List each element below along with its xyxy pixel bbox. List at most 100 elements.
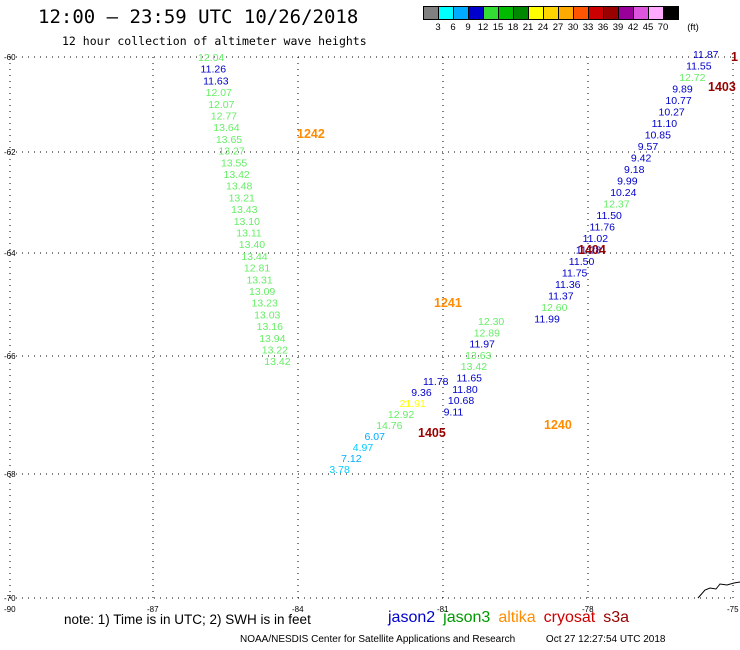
wave-height-value: 13.21 [229,192,255,204]
axis-ticks: -60 -62 -64 -66 -68 -70 -90 -87 -84 -81 -78 -75 [4,53,739,614]
lat-tick-label: -68 [4,470,16,479]
wave-height-value: 21.91 [400,398,426,410]
wave-height-value: 14.76 [376,420,402,432]
lat-tick-label: -64 [4,249,16,258]
pass-label: 1403 [708,80,736,94]
wave-height-value: 6.07 [365,431,386,443]
track-1404: 11.8711.5512.729.8910.7710.2711.1010.859… [534,49,718,326]
color-legend [423,6,679,20]
legend-label: 12 [477,22,489,33]
track-1242: 12.0411.2611.6312.0712.0712.7713.6413.65… [198,52,291,368]
legend-label: 9 [465,22,471,33]
wave-height-value: 10.24 [610,187,636,199]
wave-height-value: 7.12 [341,453,362,465]
wave-height-value: 10.27 [659,107,685,119]
wave-height-value: 12.07 [208,99,234,111]
lat-tick-label: -66 [4,352,16,361]
wave-height-value: 13.23 [252,298,278,310]
lon-tick-label: -90 [4,605,16,614]
wave-height-value: 12.89 [474,327,500,339]
lon-tick-label: -84 [292,605,304,614]
pass-labels: 1242 1241 1240 1405 1404 1403 1 [297,50,738,440]
pass-label: 1 [731,50,738,64]
lon-tick-label: -87 [147,605,159,614]
pass-label: 1242 [297,127,325,141]
wave-height-value: 11.28 [576,245,602,257]
wave-height-value: 13.16 [257,321,283,333]
legend-label: 42 [627,22,639,33]
mission-jason2: jason2 [388,609,436,626]
wave-height-value: 13.63 [465,350,491,362]
lat-tick-label: -70 [4,594,16,603]
wave-height-value: 12.07 [206,87,232,99]
lat-tick-label: -60 [4,53,16,62]
mission-s3a: s3a [603,609,630,626]
note-text: note: 1) Time is in UTC; 2) SWH is in fe… [64,612,311,627]
wave-height-value: 11.10 [652,118,678,130]
wave-height-value: 13.27 [218,146,244,158]
wave-height-value: 13.40 [239,239,265,251]
wave-height-value: 9.18 [624,164,645,176]
lon-tick-label: -78 [582,605,594,614]
legend-label: 30 [567,22,579,33]
mission-legend: jason2 jason3 altika cryosat s3a [388,609,637,627]
legend-swatch [663,6,679,20]
wave-height-value: 11.80 [452,384,478,396]
lat-tick-label: -62 [4,148,16,157]
wave-height-value: 13.43 [231,204,257,216]
wave-height-value: 13.42 [264,356,290,368]
wave-height-value: 11.63 [203,75,229,87]
legend-label: 6 [450,22,456,33]
wave-height-value: 11.65 [457,373,483,385]
wave-height-value: 13.64 [213,122,239,134]
wave-height-value: 13.44 [241,251,267,263]
wave-height-value: 11.55 [686,61,712,73]
footer: NOAA/NESDIS Center for Satellite Applica… [240,634,693,645]
wave-height-value: 13.10 [234,216,260,228]
wave-height-value: 11.78 [423,376,449,388]
wave-height-value: 9.36 [411,387,432,399]
legend-label: 33 [582,22,594,33]
wave-height-value: 11.02 [583,233,609,245]
wave-height-value: 11.50 [569,256,595,268]
wave-height-value: 13.11 [236,228,262,240]
wave-height-value: 13.22 [262,345,288,357]
wave-height-value: 12.60 [541,302,567,314]
legend-label: 21 [522,22,534,33]
wave-height-value: 12.30 [478,316,504,328]
wave-height-value: 13.31 [246,274,272,286]
wave-height-tracks: 12.0411.2611.6312.0712.0712.7713.6413.65… [198,49,719,476]
legend-label: 27 [552,22,564,33]
wave-height-value: 11.75 [562,268,588,280]
map-title: 12:00 – 23:59 UTC 10/26/2018 [38,6,359,28]
legend-label: 45 [642,22,654,33]
wave-height-value: 11.37 [548,291,574,303]
wave-height-value: 13.09 [249,286,275,298]
map-subtitle: 12 hour collection of altimeter wave hei… [62,34,367,48]
wave-height-value: 13.65 [216,134,242,146]
wave-height-value: 11.36 [555,279,581,291]
legend-label: 70 [657,22,669,33]
wave-height-value: 9.99 [617,176,638,188]
lon-tick-label: -81 [437,605,449,614]
wave-height-value: 11.50 [596,210,622,222]
mission-altika: altika [498,609,536,626]
pass-label: 1240 [544,418,572,432]
legend-label: 24 [537,22,549,33]
legend-label: 18 [507,22,519,33]
wave-height-value: 13.48 [226,181,252,193]
wave-height-value: 10.77 [665,95,691,107]
wave-height-value: 13.03 [254,309,280,321]
color-legend-labels: 3 6 9 12 15 18 21 24 27 30 33 36 39 42 45 70 (ft) [423,22,740,36]
wave-height-value: 3.78 [329,464,350,476]
wave-height-value: 13.42 [461,361,487,373]
wave-height-value: 12.04 [198,52,224,64]
legend-label: 15 [492,22,504,33]
track-1241: 12.3012.8911.9713.6313.4211.6511.8010.68… [444,316,505,418]
wave-height-value: 12.77 [211,111,237,123]
footer-agency: NOAA/NESDIS Center for Satellite Applica… [240,634,516,645]
wave-height-value: 9.57 [638,141,659,153]
wave-height-value: 13.55 [221,157,247,169]
